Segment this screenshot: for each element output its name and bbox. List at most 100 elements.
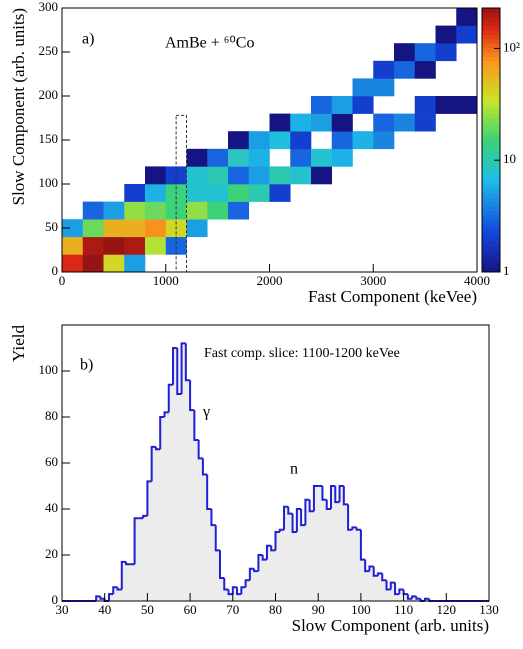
colorbar-slice [482, 8, 500, 13]
x-tick-label: 130 [479, 602, 499, 617]
heatmap-cell [145, 236, 167, 255]
x-tick-label: 70 [226, 602, 239, 617]
heatmap-cell [186, 184, 208, 202]
heatmap-cell [82, 219, 104, 238]
histogram-fill [126, 564, 131, 601]
y-tick-label: 50 [45, 219, 58, 234]
histogram-fill [237, 594, 242, 601]
colorbar-slice [482, 228, 500, 233]
histogram-fill [343, 504, 349, 601]
histogram-step [189, 380, 195, 412]
x-tick-label: 40 [98, 602, 111, 617]
histogram-fill [138, 518, 144, 601]
histogram-fill [108, 594, 114, 601]
colorbar-slice [482, 170, 500, 176]
colorbar-slice [482, 201, 500, 207]
colorbar-slice [482, 162, 500, 167]
histogram-step [265, 544, 272, 560]
heatmap-cell [207, 184, 229, 202]
heatmap-cell [165, 201, 187, 220]
colorbar-slice [482, 74, 500, 79]
histogram-fill [309, 511, 315, 601]
heatmap-cell [228, 184, 250, 202]
y-tick-label: 0 [52, 592, 59, 607]
histogram-step [210, 509, 216, 527]
colorbar-slice [482, 65, 500, 71]
heatmap-cell [414, 113, 436, 132]
histogram-fill [365, 571, 370, 601]
histogram-fill [245, 580, 251, 601]
histogram-step [227, 589, 233, 596]
x-tick-label: 100 [351, 602, 371, 617]
heatmap-cell [290, 148, 312, 167]
histogram-step [193, 410, 199, 441]
heatmap-cell [228, 166, 250, 185]
histogram-step [142, 514, 148, 519]
colorbar-slice [482, 82, 500, 88]
heatmap-cell [373, 78, 395, 97]
histogram-step [274, 531, 280, 551]
histogram-step [376, 572, 383, 576]
histogram-fill [96, 596, 101, 601]
colorbar-slice [482, 210, 500, 216]
histogram-fill [377, 573, 383, 601]
y-axis-label: Yield [9, 325, 28, 362]
histogram-fill [211, 525, 216, 601]
x-tick-label: 0 [59, 273, 66, 288]
heatmap-cell [269, 184, 291, 202]
heatmap-cell [456, 25, 478, 44]
heatmap-cell [311, 113, 333, 132]
heatmap-cell [228, 148, 250, 167]
histogram-fill [296, 509, 302, 601]
histogram-fill [113, 587, 118, 601]
histogram-step [146, 480, 152, 516]
x-tick-label: 1000 [153, 273, 179, 288]
colorbar-slice [482, 131, 500, 137]
histogram-step [214, 525, 220, 552]
x-tick-label: 110 [394, 602, 413, 617]
histogram-step [300, 509, 306, 527]
heatmap-cell [331, 96, 353, 114]
heatmap-cell [62, 219, 84, 238]
x-axis-label: Fast Component (keVee) [308, 287, 477, 306]
heatmap-cell [414, 60, 436, 79]
heatmap-cell [248, 184, 270, 202]
histogram-fill [190, 410, 195, 601]
neutron-label: n [290, 461, 298, 478]
heatmap-cell [269, 166, 291, 185]
heatmap-cell [186, 166, 208, 185]
colorbar-slice [482, 60, 500, 66]
histogram-fill [395, 594, 400, 601]
heatmap-cell [145, 166, 167, 185]
colorbar-slice [482, 197, 500, 203]
y-tick-label: 150 [39, 131, 59, 146]
histogram-fill [284, 506, 289, 601]
histogram-fill [241, 587, 246, 601]
colorbar-slice [482, 43, 500, 49]
colorbar-slice [482, 118, 500, 123]
histogram-step [150, 445, 156, 482]
heatmap-cell [62, 254, 84, 273]
heatmap-cell [124, 184, 146, 202]
y-tick-label: 60 [45, 454, 58, 469]
colorbar-slice [482, 52, 500, 57]
histogram-fill [258, 555, 263, 601]
histogram-step [295, 508, 302, 532]
histogram-step [398, 588, 404, 595]
histogram-step [372, 566, 378, 577]
histogram-fill [352, 527, 357, 601]
gamma-label: γ [202, 404, 210, 421]
heatmap-cell [228, 131, 250, 150]
colorbar-slice [482, 166, 500, 172]
heatmap-cell [124, 236, 146, 255]
histogram-fill [412, 596, 417, 601]
histogram-fill [262, 559, 268, 601]
histogram-step [287, 506, 293, 515]
colorbar-slice [482, 69, 500, 75]
histogram-step [368, 565, 374, 572]
heatmap-cell [103, 236, 125, 255]
histogram-fill [173, 348, 178, 601]
y-tick-label: 40 [45, 500, 58, 515]
y-tick-label: 250 [39, 43, 59, 58]
